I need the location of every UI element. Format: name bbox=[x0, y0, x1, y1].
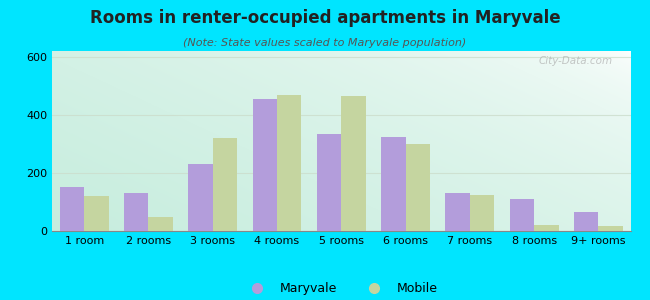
Text: (Note: State values scaled to Maryvale population): (Note: State values scaled to Maryvale p… bbox=[183, 38, 467, 47]
Bar bbox=[445, 193, 470, 231]
Bar bbox=[124, 193, 148, 231]
Legend: Maryvale, Mobile: Maryvale, Mobile bbox=[240, 277, 443, 300]
Bar bbox=[60, 188, 84, 231]
Bar bbox=[406, 144, 430, 231]
Bar bbox=[148, 217, 173, 231]
Text: City-Data.com: City-Data.com bbox=[539, 56, 613, 66]
Bar bbox=[341, 96, 366, 231]
Bar bbox=[188, 164, 213, 231]
Text: Rooms in renter-occupied apartments in Maryvale: Rooms in renter-occupied apartments in M… bbox=[90, 9, 560, 27]
Bar bbox=[381, 136, 406, 231]
Bar bbox=[253, 99, 277, 231]
Bar bbox=[599, 226, 623, 231]
Bar bbox=[213, 138, 237, 231]
Bar bbox=[534, 225, 558, 231]
Bar bbox=[470, 195, 494, 231]
Bar bbox=[84, 196, 109, 231]
Bar bbox=[277, 94, 302, 231]
Bar bbox=[574, 212, 599, 231]
Bar bbox=[317, 134, 341, 231]
Bar bbox=[510, 199, 534, 231]
